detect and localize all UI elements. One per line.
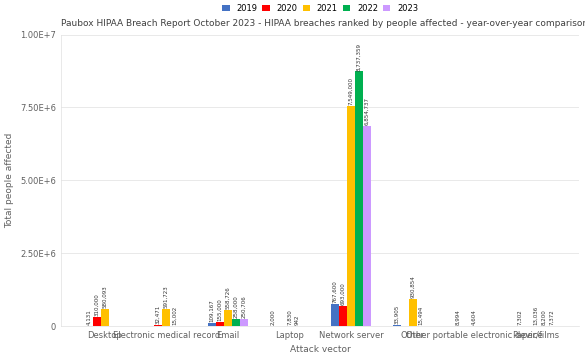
Text: 8,200: 8,200 <box>541 309 546 325</box>
Bar <box>355 71 363 326</box>
Text: 591,723: 591,723 <box>164 285 168 308</box>
Text: 7,830: 7,830 <box>287 309 292 325</box>
Text: 250,706: 250,706 <box>241 295 246 318</box>
Text: 4,131: 4,131 <box>86 309 91 325</box>
Bar <box>339 306 347 326</box>
Text: 33,905: 33,905 <box>394 305 399 324</box>
Bar <box>170 325 178 326</box>
Text: 580,093: 580,093 <box>102 285 107 308</box>
Bar <box>409 299 417 326</box>
Bar <box>92 317 101 326</box>
Bar <box>393 325 401 326</box>
Text: 7,372: 7,372 <box>549 309 555 325</box>
Bar <box>224 310 232 326</box>
Bar <box>347 106 355 326</box>
Text: 109,167: 109,167 <box>209 299 214 322</box>
Legend: 2019, 2020, 2021, 2022, 2023: 2019, 2020, 2021, 2022, 2023 <box>222 4 418 13</box>
Bar <box>208 323 216 326</box>
Text: 8,737,359: 8,737,359 <box>356 42 362 71</box>
Bar <box>417 325 425 326</box>
Text: 930,854: 930,854 <box>410 275 415 298</box>
Text: 4,604: 4,604 <box>472 309 477 325</box>
Text: 155,000: 155,000 <box>217 298 222 321</box>
Bar <box>331 304 339 326</box>
Y-axis label: Total people affected: Total people affected <box>5 132 15 228</box>
Bar <box>232 319 240 326</box>
Bar <box>101 309 109 326</box>
Text: Paubox HIPAA Breach Report October 2023 - HIPAA breaches ranked by people affect: Paubox HIPAA Breach Report October 2023 … <box>61 19 585 28</box>
Text: 767,600: 767,600 <box>332 280 338 303</box>
Text: 8,994: 8,994 <box>456 309 461 325</box>
Text: 7,302: 7,302 <box>517 309 522 325</box>
Text: 258,000: 258,000 <box>233 295 238 318</box>
Text: 13,036: 13,036 <box>534 306 538 325</box>
Text: 310,000: 310,000 <box>94 293 99 316</box>
Bar <box>240 319 248 326</box>
Text: 2,000: 2,000 <box>271 309 276 325</box>
Text: 942: 942 <box>295 315 300 325</box>
Bar <box>216 321 224 326</box>
Bar <box>154 325 162 326</box>
Text: 7,549,000: 7,549,000 <box>349 77 353 105</box>
Text: 693,000: 693,000 <box>340 282 346 305</box>
Bar <box>162 309 170 326</box>
Text: 32,471: 32,471 <box>156 305 161 324</box>
Text: 6,854,737: 6,854,737 <box>364 98 370 125</box>
Text: 15,494: 15,494 <box>418 305 423 325</box>
Bar <box>363 126 371 326</box>
Text: 558,726: 558,726 <box>225 286 230 309</box>
Text: 15,002: 15,002 <box>171 306 177 325</box>
X-axis label: Attack vector: Attack vector <box>290 346 350 355</box>
